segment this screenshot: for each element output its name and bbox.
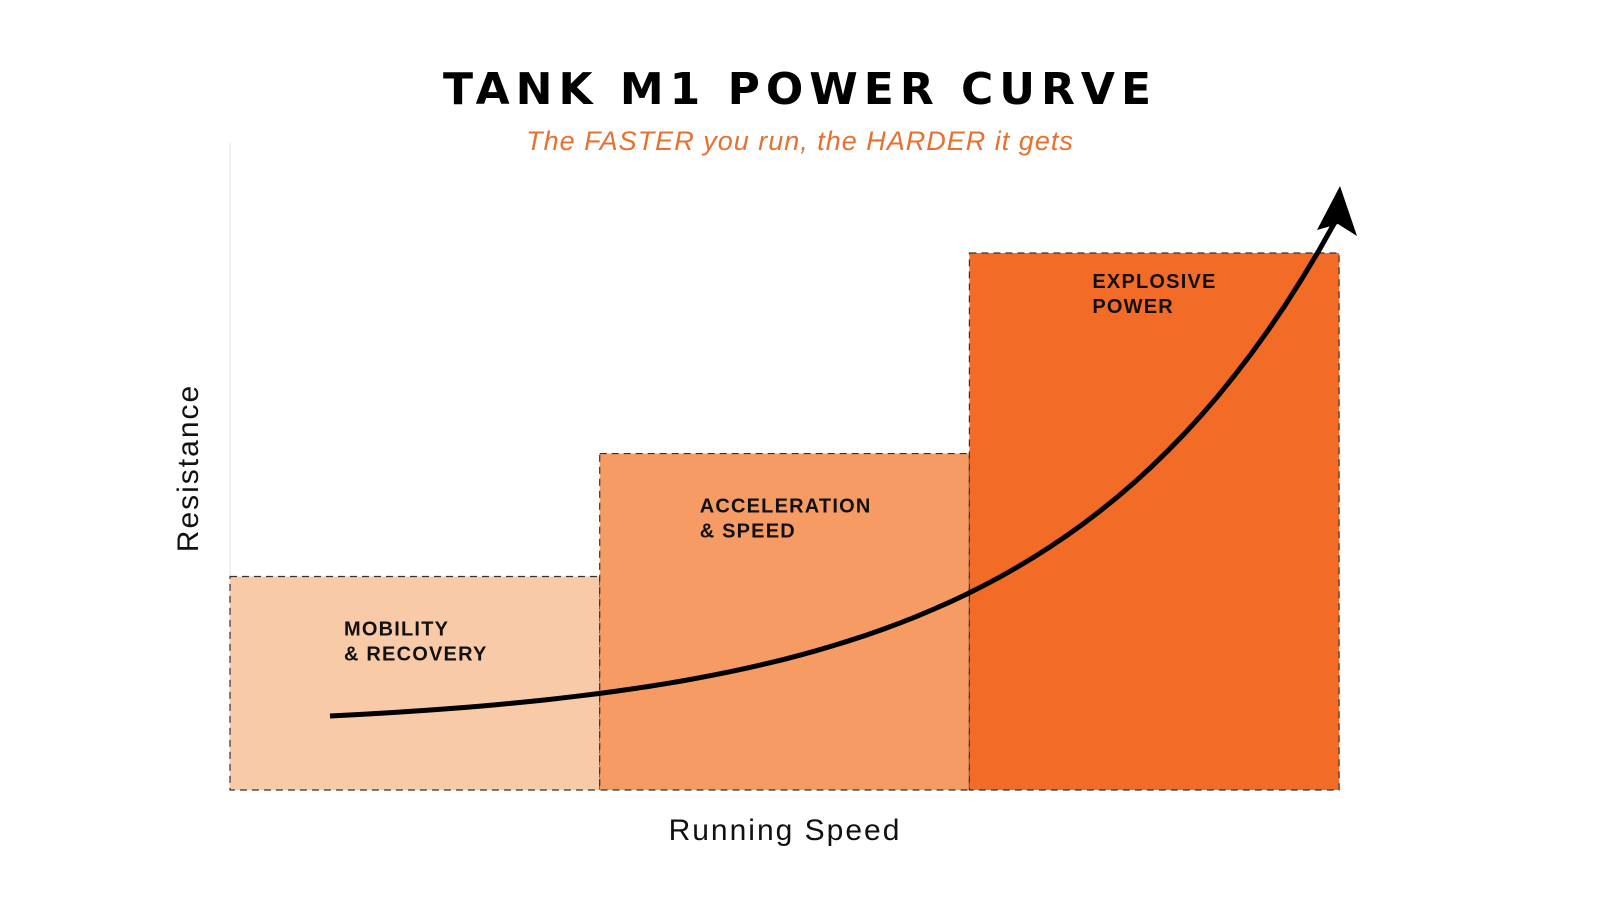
zone-label: & SPEED [700, 521, 796, 543]
chart-subtitle: The FASTER you run, the HARDER it gets [526, 126, 1074, 156]
power-curve-line [329, 220, 1338, 719]
zone-label: ACCELERATION [700, 496, 872, 518]
zone-bar [229, 575, 601, 791]
x-axis-label: Running Speed [669, 814, 902, 847]
chart-title: TANK M1 POWER CURVE [443, 64, 1157, 115]
zone-label: MOBILITY [344, 618, 449, 640]
zone-bar [968, 252, 1340, 791]
curve-arrowhead-icon [1317, 186, 1357, 236]
zone-label: & RECOVERY [344, 643, 488, 665]
zone-label: POWER [1092, 296, 1174, 318]
y-axis-label: Resistance [172, 384, 205, 552]
zone-label: EXPLOSIVE [1092, 271, 1216, 293]
